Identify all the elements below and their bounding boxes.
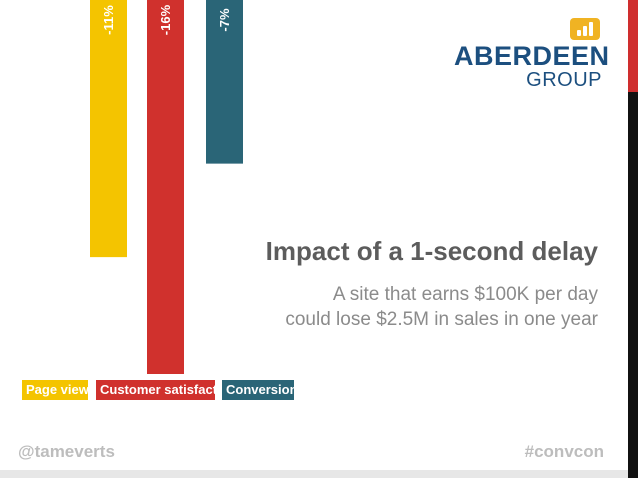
legend-conversions: Conversions <box>222 380 305 400</box>
bar-label-page-views: -11% <box>101 5 116 35</box>
legend-page-views: Page views <box>22 380 96 400</box>
bottom-rule <box>0 470 628 478</box>
description-line-1: A site that earns $100K per day <box>332 284 598 305</box>
bar-label-customer-satisfaction: -16% <box>158 4 173 35</box>
right-edge-red-accent <box>628 0 638 92</box>
bars-layer: -11% -16% -7% <box>90 0 243 374</box>
bar-customer-satisfaction <box>147 0 184 374</box>
headline: Impact of a 1-second delay <box>265 236 598 266</box>
bar-conversions <box>206 0 243 164</box>
description: A site that earns $100K per day could lo… <box>285 282 598 332</box>
right-edge-stripe <box>628 0 638 478</box>
legend-customer-satisfaction: Customer satisfaction <box>96 380 237 400</box>
bar-page-views <box>90 0 127 258</box>
bar-chart-icon <box>570 18 600 40</box>
hashtag: #convcon <box>524 442 604 461</box>
logo-title: ABERDEEN <box>454 41 610 71</box>
logo-subtitle: GROUP <box>526 69 602 91</box>
aberdeen-group-logo: ABERDEEN GROUP <box>440 18 610 91</box>
bar-label-conversions: -7% <box>217 8 232 32</box>
description-line-2: could lose $2.5M in sales in one year <box>285 309 598 330</box>
twitter-handle: @tameverts <box>18 442 115 461</box>
